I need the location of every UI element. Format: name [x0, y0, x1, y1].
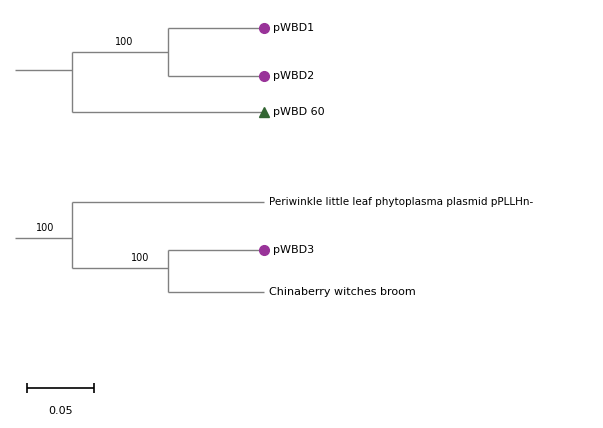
Text: 100: 100: [36, 223, 54, 233]
Text: pWBD1: pWBD1: [273, 23, 314, 33]
Text: pWBD3: pWBD3: [273, 245, 314, 255]
Text: pWBD2: pWBD2: [273, 71, 314, 81]
Text: 0.05: 0.05: [48, 406, 73, 416]
Text: Chinaberry witches broom: Chinaberry witches broom: [270, 287, 416, 297]
Text: pWBD 60: pWBD 60: [273, 107, 324, 117]
Text: 100: 100: [115, 37, 133, 48]
Text: Periwinkle little leaf phytoplasma plasmid pPLLHn-: Periwinkle little leaf phytoplasma plasm…: [270, 197, 534, 207]
Text: 100: 100: [130, 253, 149, 263]
